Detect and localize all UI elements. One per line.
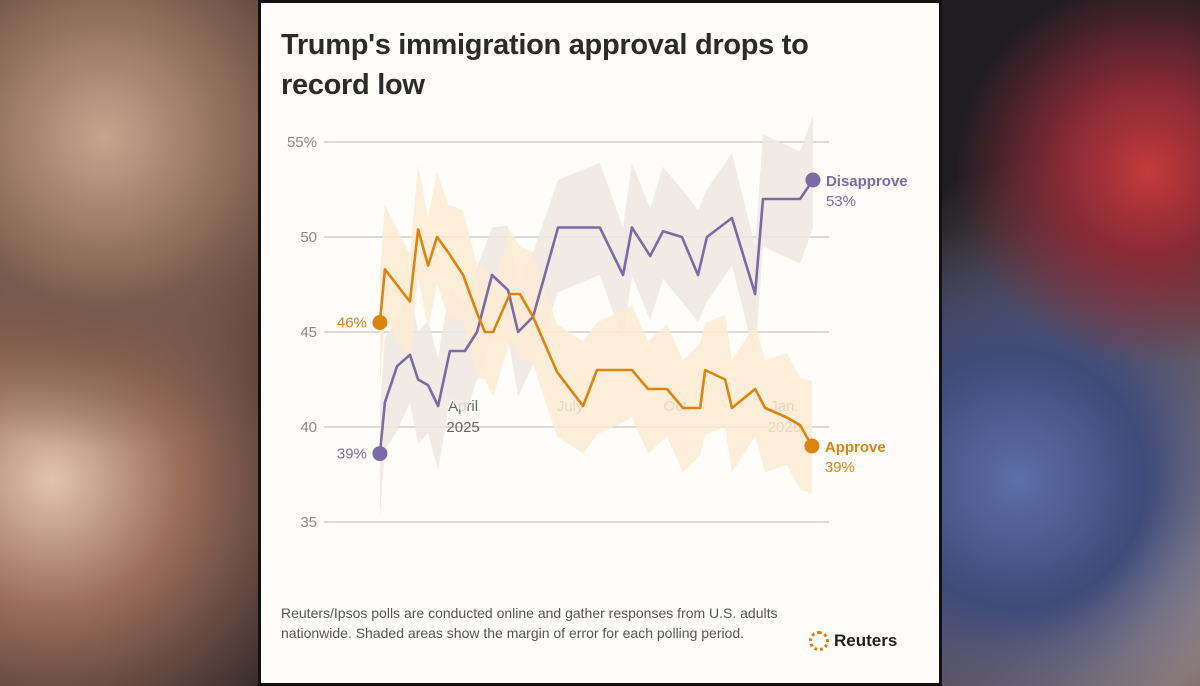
y-tick-label: 35 [300, 514, 317, 531]
chart-card: Trump's immigration approval drops to re… [258, 0, 942, 686]
start-value-label-disapprove: 39% [337, 446, 367, 463]
series-line-disapprove [378, 179, 815, 454]
series-line-approve [378, 228, 814, 447]
end-point-disapprove [805, 172, 821, 188]
x-tick-label-year: 2025 [446, 419, 479, 436]
end-value-label-approve: 39% [825, 459, 855, 476]
background-photo-left [0, 0, 260, 686]
line-chart: 55%50454035April2025JulyOct.Jan.202639%D… [287, 115, 908, 531]
end-point-approve [804, 438, 820, 454]
margin-of-error-band-approve [379, 164, 812, 494]
y-tick-label: 40 [300, 419, 317, 436]
y-tick-label: 55% [287, 134, 317, 151]
background-photo-right [940, 0, 1200, 686]
start-point-approve [372, 315, 388, 330]
start-value-label-approve: 46% [337, 315, 367, 332]
chart-title: Trump's immigration approval drops to re… [281, 29, 809, 101]
reuters-logo: Reuters [809, 631, 897, 651]
end-value-label-disapprove: 53% [826, 193, 856, 210]
y-tick-label: 50 [300, 229, 317, 246]
legend-label-approve: Approve [825, 439, 886, 456]
margin-of-error-band-disapprove [379, 115, 813, 519]
legend-label-disapprove: Disapprove [826, 173, 908, 190]
reuters-logo-icon [809, 631, 829, 651]
chart-note: Reuters/Ipsos polls are conducted online… [281, 605, 778, 641]
source-label: Reuters [834, 631, 898, 650]
start-point-disapprove [372, 446, 388, 462]
y-tick-label: 45 [300, 324, 317, 341]
